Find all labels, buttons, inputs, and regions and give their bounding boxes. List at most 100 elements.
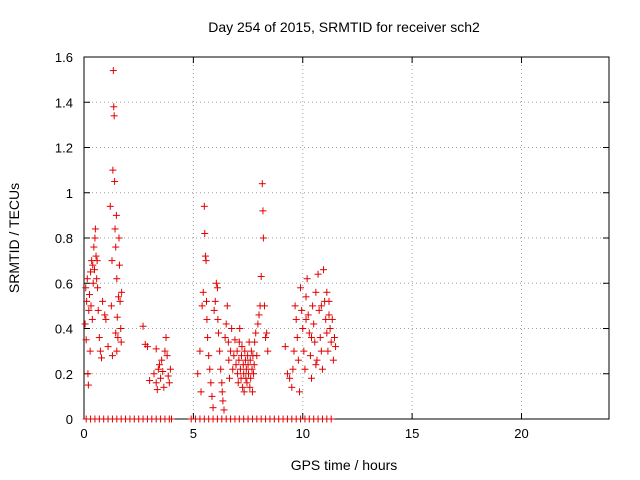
- data-point: [263, 329, 271, 337]
- data-point: [109, 67, 117, 75]
- data-point: [112, 329, 120, 337]
- data-point: [317, 302, 325, 310]
- data-point: [225, 374, 233, 382]
- data-point: [89, 261, 97, 269]
- data-point: [286, 374, 294, 382]
- tick-layer: 0 5 10 15 20 0 0.2 0.4 0.6 0.8 1 1.2 1.4 1.6: [55, 50, 609, 441]
- y-tick-label: 0.4: [55, 322, 73, 337]
- data-point: [304, 311, 312, 319]
- data-point: [101, 311, 109, 319]
- data-point: [117, 338, 125, 346]
- data-point: [81, 320, 89, 328]
- x-axis-title: GPS time / hours: [291, 457, 398, 473]
- data-point: [327, 338, 335, 346]
- data-point: [308, 374, 315, 382]
- data-point: [164, 372, 172, 380]
- data-point: [213, 284, 221, 292]
- data-point: [228, 325, 236, 332]
- data-point: [110, 112, 118, 120]
- data-point: [291, 302, 299, 310]
- data-point: [111, 177, 119, 185]
- data-point: [314, 270, 322, 278]
- data-point: [84, 381, 92, 389]
- data-point: [236, 365, 244, 373]
- y-tick-label: 1.4: [55, 95, 73, 110]
- data-point: [110, 103, 118, 111]
- data-point: [316, 334, 324, 342]
- y-tick-label: 1.2: [55, 141, 73, 156]
- data-point: [241, 347, 249, 355]
- data-point: [320, 266, 328, 274]
- data-point: [91, 266, 98, 274]
- data-point: [118, 288, 126, 296]
- data-point: [247, 347, 255, 355]
- data-point: [82, 336, 90, 344]
- y-tick-label: 0: [66, 412, 73, 427]
- data-point: [235, 356, 243, 364]
- data-point: [166, 365, 174, 373]
- data-point: [90, 243, 98, 251]
- data-point: [250, 370, 258, 378]
- data-point: [309, 302, 317, 310]
- data-point: [93, 275, 101, 283]
- data-point: [248, 365, 256, 373]
- data-point: [264, 347, 272, 355]
- data-point: [315, 306, 323, 314]
- data-point: [224, 338, 232, 346]
- data-point: [93, 257, 101, 265]
- data-point: [209, 404, 217, 412]
- y-tick-label: 0.6: [55, 276, 73, 291]
- data-point: [330, 334, 338, 342]
- data-point: [238, 343, 246, 351]
- data-point: [201, 252, 209, 260]
- data-point: [219, 397, 227, 405]
- data-point: [98, 354, 105, 362]
- data-point: [328, 315, 336, 323]
- data-point: [214, 315, 222, 323]
- data-point: [308, 334, 315, 342]
- data-point: [244, 361, 252, 369]
- data-point: [161, 347, 169, 355]
- data-point: [252, 329, 260, 337]
- data-point: [220, 406, 228, 414]
- data-point: [297, 284, 305, 292]
- data-point: [92, 252, 100, 260]
- data-point: [217, 365, 225, 373]
- data-point: [301, 365, 309, 373]
- data-point: [323, 329, 331, 337]
- data-point: [111, 225, 119, 233]
- data-point: [115, 234, 123, 242]
- data-point: [324, 347, 332, 355]
- data-point: [255, 311, 263, 319]
- data-point: [201, 229, 209, 237]
- data-point: [114, 334, 122, 342]
- data-point: [104, 343, 112, 351]
- data-point: [259, 207, 267, 215]
- data-point: [143, 343, 151, 351]
- data-point: [317, 347, 325, 355]
- data-point: [108, 352, 116, 360]
- data-point: [322, 315, 330, 323]
- data-point: [318, 365, 326, 373]
- data-point: [295, 388, 303, 396]
- data-point: [203, 297, 210, 305]
- data-point: [146, 377, 154, 385]
- data-point: [210, 306, 218, 314]
- data-point: [197, 388, 205, 396]
- data-point: [251, 338, 259, 346]
- data-point: [312, 361, 320, 369]
- data-point: [325, 297, 333, 305]
- data-point: [158, 356, 166, 364]
- data-point: [235, 338, 243, 346]
- data-point: [215, 329, 223, 337]
- data-point: [83, 297, 91, 305]
- data-point: [225, 356, 233, 364]
- data-point: [202, 257, 210, 265]
- data-point: [299, 325, 307, 332]
- data-point: [95, 334, 103, 342]
- data-point: [117, 325, 125, 332]
- x-tick-label: 15: [405, 426, 419, 441]
- data-point: [107, 302, 115, 310]
- data-point: [162, 334, 170, 342]
- data-point: [312, 288, 320, 296]
